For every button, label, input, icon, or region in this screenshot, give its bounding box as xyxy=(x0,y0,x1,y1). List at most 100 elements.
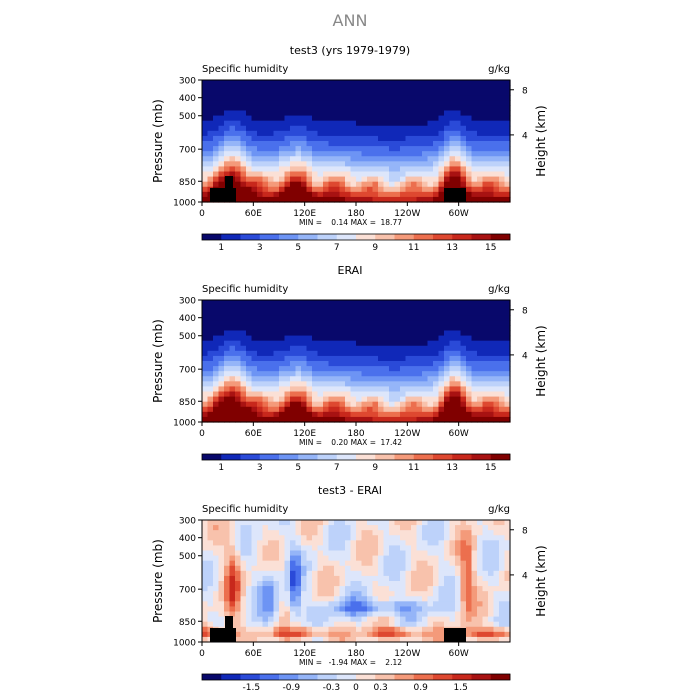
field-cell xyxy=(251,151,258,157)
field-cell xyxy=(262,520,269,526)
field-cell xyxy=(361,631,368,638)
field-cell xyxy=(290,110,297,117)
field-cell xyxy=(438,416,445,423)
field-cell xyxy=(317,166,324,173)
field-cell xyxy=(356,581,363,587)
field-cell xyxy=(202,406,209,413)
field-cell xyxy=(422,371,429,377)
field-cell xyxy=(460,166,467,173)
field-cell xyxy=(224,555,231,562)
field-cell xyxy=(246,350,253,357)
field-cell xyxy=(361,110,368,117)
field-cell xyxy=(394,581,401,587)
field-cell xyxy=(218,95,225,101)
field-cell xyxy=(290,305,297,311)
field-cell xyxy=(279,166,286,173)
field-cell xyxy=(229,85,236,91)
field-cell xyxy=(268,310,275,316)
field-cell xyxy=(361,550,368,557)
field-cell xyxy=(334,355,341,362)
field-cell xyxy=(312,416,319,423)
field-cell xyxy=(471,396,478,403)
field-cell xyxy=(224,406,231,413)
field-cell xyxy=(367,416,374,423)
field-cell xyxy=(416,366,423,372)
field-cell xyxy=(493,340,500,347)
field-cell xyxy=(422,631,429,638)
field-cell xyxy=(460,335,467,342)
field-cell xyxy=(350,161,357,168)
field-cell xyxy=(455,406,462,413)
field-cell xyxy=(482,596,489,602)
field-cell xyxy=(488,391,495,398)
field-cell xyxy=(317,626,324,633)
field-cell xyxy=(482,631,489,638)
field-cell xyxy=(339,565,346,572)
field-cell xyxy=(471,621,478,628)
field-cell xyxy=(262,596,269,602)
field-cell xyxy=(262,320,269,327)
field-cell xyxy=(317,366,324,372)
field-cell xyxy=(334,171,341,178)
field-cell xyxy=(317,191,324,198)
field-cell xyxy=(240,581,247,587)
field-cell xyxy=(493,611,500,618)
field-cell xyxy=(493,90,500,96)
colorbar-swatch xyxy=(202,234,222,240)
field-cell xyxy=(312,125,319,132)
field-cell xyxy=(251,315,258,321)
field-cell xyxy=(482,416,489,423)
field-cell xyxy=(449,401,456,408)
field-cell xyxy=(317,535,324,541)
field-cell xyxy=(400,135,407,142)
field-cell xyxy=(328,591,335,597)
field-cell xyxy=(372,591,379,597)
field-cell xyxy=(268,95,275,101)
field-cell xyxy=(224,100,231,107)
field-cell xyxy=(224,115,231,122)
field-cell xyxy=(323,411,330,418)
field-cell xyxy=(306,550,313,557)
field-cell xyxy=(290,545,297,552)
field-cell xyxy=(202,411,209,418)
variable-label: Specific humidity xyxy=(202,64,288,75)
field-cell xyxy=(240,90,247,96)
field-cell xyxy=(290,525,297,531)
field-cell xyxy=(438,565,445,572)
field-cell xyxy=(339,581,346,587)
field-cell xyxy=(284,545,291,552)
field-cell xyxy=(427,570,434,577)
field-cell xyxy=(460,371,467,377)
field-cell xyxy=(411,591,418,597)
field-cell xyxy=(317,156,324,162)
field-cell xyxy=(290,191,297,198)
colorbar-swatch xyxy=(452,454,472,460)
field-cell xyxy=(339,161,346,168)
field-cell xyxy=(301,315,308,321)
field-cell xyxy=(488,596,495,602)
field-cell xyxy=(455,350,462,357)
field-cell xyxy=(394,416,401,423)
field-cell xyxy=(213,156,220,162)
field-cell xyxy=(444,310,451,316)
field-cell xyxy=(257,555,264,562)
field-cell xyxy=(466,310,473,316)
field-cell xyxy=(284,310,291,316)
field-cell xyxy=(438,340,445,347)
field-cell xyxy=(284,95,291,101)
colorbar-swatch xyxy=(202,454,222,460)
field-cell xyxy=(378,555,385,562)
field-cell xyxy=(372,596,379,602)
field-cell xyxy=(345,626,352,633)
field-cell xyxy=(356,345,363,352)
field-cell xyxy=(433,181,440,188)
field-cell xyxy=(279,406,286,413)
field-cell xyxy=(504,586,511,592)
field-cell xyxy=(438,376,445,382)
field-cell xyxy=(378,105,385,112)
field-cell xyxy=(394,110,401,117)
field-cell xyxy=(339,366,346,372)
field-cell xyxy=(488,611,495,618)
field-cell xyxy=(422,300,429,306)
field-cell xyxy=(460,310,467,316)
